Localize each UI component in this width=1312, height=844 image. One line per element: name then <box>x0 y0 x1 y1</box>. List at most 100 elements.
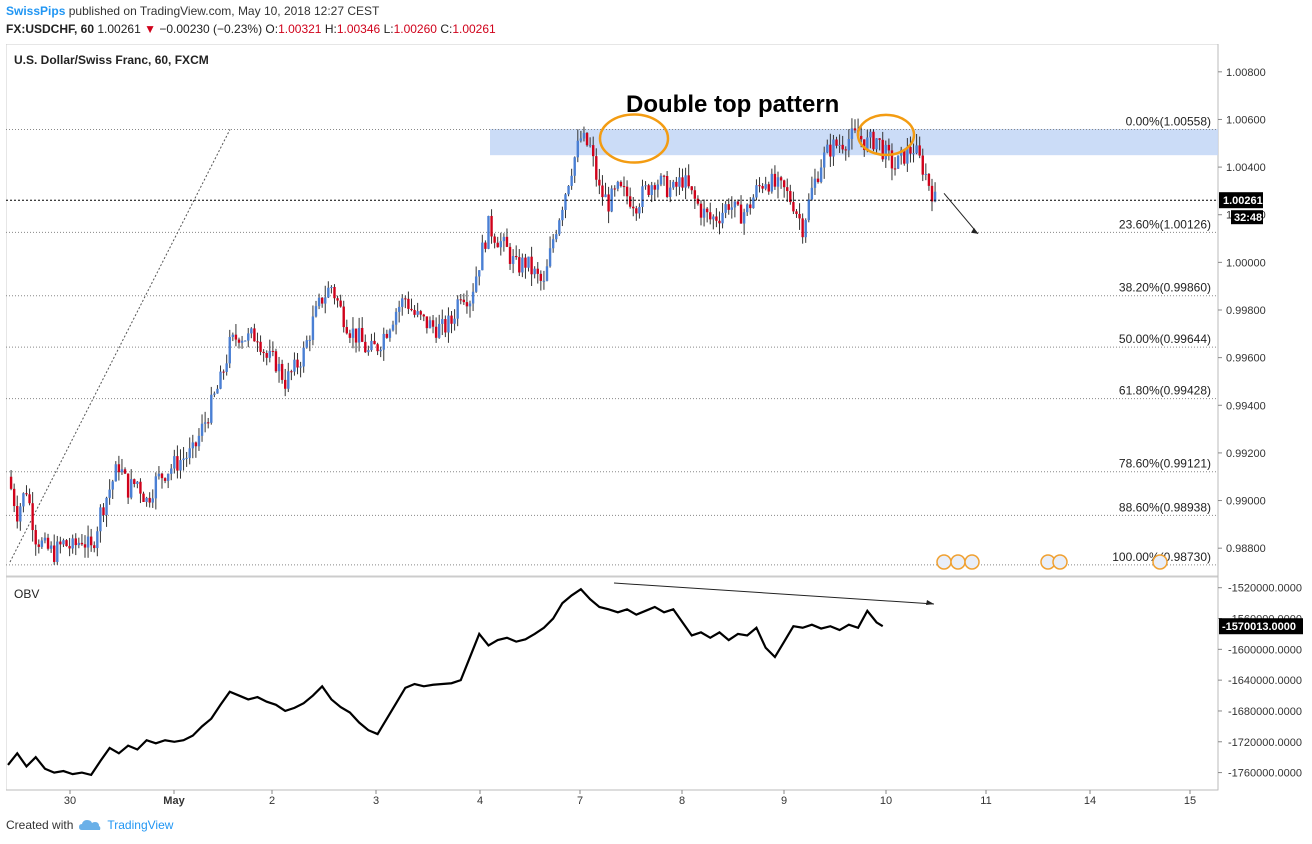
publisher-name[interactable]: SwissPips <box>6 4 66 18</box>
candle-body <box>256 341 259 343</box>
obv-axis-label: -1520000.0000 <box>1228 583 1302 595</box>
us-event-flag-icon[interactable] <box>950 554 966 570</box>
candle-body <box>644 185 647 187</box>
candle-body <box>866 137 869 151</box>
us-event-flag-icon[interactable] <box>964 554 980 570</box>
candle-body <box>890 150 894 169</box>
time-axis-label: 9 <box>781 795 787 807</box>
candle-body <box>798 213 801 219</box>
price-axis-label: 1.00800 <box>1226 67 1266 79</box>
candle-body <box>619 181 623 187</box>
candle-body <box>416 311 419 315</box>
candle-body <box>139 481 142 494</box>
candle-body <box>296 359 299 368</box>
candle-body <box>431 320 435 327</box>
candle-body <box>28 494 31 504</box>
candle-body <box>197 435 201 447</box>
candle-body <box>468 303 472 307</box>
candle-body <box>145 497 148 502</box>
candle-body <box>687 175 690 187</box>
chart-svg[interactable]: U.S. Dollar/Swiss Franc, 60, FXCM OBV Do… <box>5 43 1306 818</box>
candle-body <box>9 476 13 489</box>
us-event-flag-icon[interactable] <box>1152 554 1168 570</box>
candle-body <box>508 246 512 264</box>
candle-body <box>752 197 755 209</box>
candle-body <box>71 538 74 549</box>
us-event-flag-icon[interactable] <box>1052 554 1068 570</box>
candle-body <box>816 178 820 182</box>
low-value: 1.00260 <box>393 22 437 36</box>
candle-body <box>240 340 244 343</box>
price-axis-label: 0.99800 <box>1226 305 1266 317</box>
candle-body <box>770 173 774 192</box>
candle-body <box>847 138 851 151</box>
candle-body <box>136 481 139 485</box>
candle-body <box>471 291 475 304</box>
candle-body <box>114 464 117 482</box>
candle-body <box>915 145 918 154</box>
candle-body <box>179 460 182 471</box>
candle-body <box>133 479 136 485</box>
candle-body <box>604 194 607 198</box>
candle-body <box>878 138 881 140</box>
candle-body <box>151 498 154 503</box>
candle-body <box>142 493 145 502</box>
candle-body <box>733 201 737 208</box>
down-arrow-icon: ▼ <box>144 22 156 36</box>
candle-body <box>407 298 410 309</box>
candle-body <box>410 308 413 311</box>
candle-body <box>558 220 561 235</box>
price-axis-label: 0.99600 <box>1226 353 1266 365</box>
candle-body <box>527 256 530 268</box>
candle-body <box>662 175 666 177</box>
price-pane[interactable] <box>5 43 1219 577</box>
candle-body <box>616 181 620 189</box>
low-label: L: <box>383 22 394 36</box>
price-axis-label: 1.00000 <box>1226 257 1266 269</box>
candle-body <box>367 350 370 353</box>
obv-axis-label: -1680000.0000 <box>1228 706 1302 718</box>
chart-container[interactable]: U.S. Dollar/Swiss Franc, 60, FXCM OBV Do… <box>5 43 1306 818</box>
candle-body <box>450 315 453 324</box>
candle-body <box>730 207 733 210</box>
candle-body <box>182 458 185 461</box>
candle-body <box>314 306 318 317</box>
candle-body <box>823 152 826 168</box>
price-change: −0.00230 (−0.23%) <box>159 22 263 36</box>
candle-body <box>459 299 462 301</box>
candle-body <box>68 546 71 549</box>
candle-body <box>213 393 216 395</box>
candle-body <box>74 538 77 546</box>
high-label: H: <box>324 22 337 36</box>
candle-body <box>736 201 740 205</box>
obv-last-tag <box>1219 618 1303 635</box>
candle-body <box>924 173 928 175</box>
candle-body <box>413 310 416 315</box>
tradingview-brand[interactable]: TradingView <box>107 818 174 832</box>
candle-body <box>675 181 678 187</box>
candle-body <box>585 132 589 146</box>
candle-body <box>696 198 700 204</box>
candle-body <box>105 497 108 516</box>
resistance-zone <box>490 128 1218 156</box>
candle-body <box>428 320 432 329</box>
candle-body <box>819 167 823 182</box>
candle-body <box>200 423 204 436</box>
candle-body <box>496 242 499 248</box>
obv-pane[interactable] <box>5 576 1219 791</box>
fib-level-label: 23.60%(1.00126) <box>1119 217 1211 231</box>
candle-body <box>536 268 539 274</box>
us-event-flag-icon[interactable] <box>936 554 952 570</box>
last-price: 1.00261 <box>97 22 141 36</box>
time-axis-label: 10 <box>880 795 892 807</box>
candle-body <box>123 469 127 474</box>
candle-body <box>173 456 176 469</box>
candle-body <box>234 334 238 340</box>
candle-body <box>912 153 915 155</box>
candle-body <box>287 371 290 389</box>
trend-line <box>9 129 231 563</box>
candle-body <box>755 185 758 198</box>
candle-body <box>478 270 481 277</box>
candle-body <box>656 184 660 190</box>
candle-body <box>801 218 804 238</box>
